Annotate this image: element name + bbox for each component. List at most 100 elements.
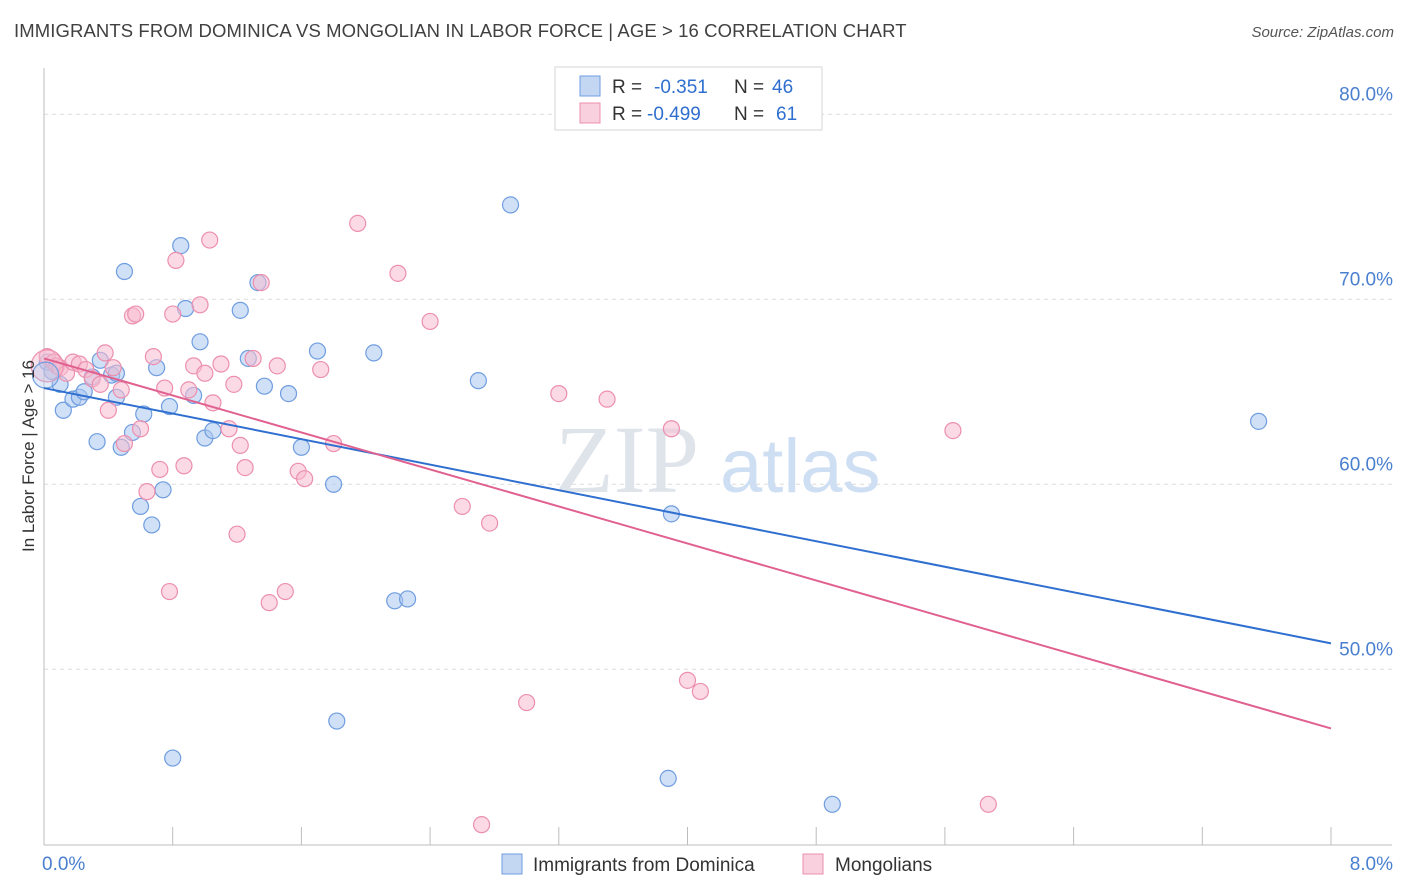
dominica-point bbox=[172, 237, 190, 255]
dominica-point bbox=[191, 333, 209, 351]
mongolian-point bbox=[268, 357, 286, 375]
mongolian-point bbox=[115, 434, 134, 453]
mongolian-point bbox=[228, 525, 246, 543]
mongolian-point bbox=[164, 305, 182, 323]
mongolian-point bbox=[598, 390, 616, 408]
mongolian-point bbox=[212, 355, 230, 373]
y-tick-label: 80.0% bbox=[1339, 84, 1393, 105]
mongolian-point bbox=[160, 582, 179, 601]
mongolian-point bbox=[131, 420, 150, 438]
chart-title: IMMIGRANTS FROM DOMINICA VS MONGOLIAN IN… bbox=[14, 20, 907, 41]
mongolian-point bbox=[167, 251, 185, 269]
dominica-point bbox=[1250, 412, 1268, 430]
dominica-point bbox=[365, 344, 383, 362]
mongolian-point bbox=[244, 349, 262, 368]
mongolian-point bbox=[472, 816, 491, 834]
watermark-atlas: atlas bbox=[720, 424, 881, 509]
tick-labels: 50.0% 60.0% 70.0% 80.0% 0.0% 8.0% bbox=[42, 84, 1393, 875]
mongolian-point bbox=[104, 359, 122, 377]
mongolian-point bbox=[201, 231, 219, 249]
mongolian-point bbox=[691, 682, 709, 701]
dominica-point bbox=[154, 481, 172, 499]
dominica-point bbox=[324, 475, 343, 493]
points-layer bbox=[30, 196, 1268, 834]
mongolian-point bbox=[191, 296, 209, 314]
mongolian-point bbox=[312, 360, 330, 379]
series-legend: Immigrants from Dominica Mongolians bbox=[501, 853, 932, 876]
legend-n-value-1: 46 bbox=[772, 77, 793, 98]
dominica-point bbox=[88, 433, 106, 451]
mongolian-point bbox=[678, 671, 697, 689]
y-tick-label: 70.0% bbox=[1339, 269, 1393, 290]
dominica-point bbox=[292, 438, 310, 456]
mongolian-point bbox=[91, 375, 109, 393]
dominica-point bbox=[115, 262, 134, 281]
watermark-zip: ZIP bbox=[555, 406, 699, 513]
mongolian-point bbox=[979, 795, 997, 813]
source-label: Source: ZipAtlas.com bbox=[1251, 24, 1394, 41]
mongolian-point bbox=[180, 381, 198, 399]
trend-layer bbox=[43, 357, 1332, 730]
dominica-point bbox=[54, 401, 72, 419]
x-tick-label: 8.0% bbox=[1350, 854, 1393, 875]
axes bbox=[43, 68, 1392, 846]
dominica-point bbox=[204, 422, 222, 440]
mongolian-point bbox=[252, 274, 270, 292]
dominica-point bbox=[143, 516, 161, 534]
legend-r-value-2: -0.499 bbox=[647, 104, 701, 125]
dominica-point bbox=[823, 795, 841, 813]
watermark: ZIP atlas bbox=[555, 406, 881, 513]
mongolian-point bbox=[260, 594, 278, 612]
series-legend-label-2: Mongolians bbox=[835, 855, 932, 876]
legend-r-value-1: -0.351 bbox=[654, 77, 708, 98]
mongolian-point bbox=[276, 582, 294, 601]
dominica-point bbox=[469, 372, 487, 390]
legend-r-label-1: R = bbox=[612, 77, 642, 98]
mongolian-point bbox=[453, 497, 471, 516]
mongolian-point bbox=[138, 483, 156, 501]
series-legend-swatch-pink bbox=[802, 853, 824, 875]
mongolian-point bbox=[127, 305, 145, 323]
legend-swatch-blue bbox=[579, 75, 601, 97]
dominica-point bbox=[164, 749, 182, 767]
dominica-point bbox=[160, 397, 179, 416]
dominica-point bbox=[231, 301, 249, 319]
legend-r-label-2: R = bbox=[612, 104, 642, 125]
dominica-point bbox=[279, 385, 298, 403]
mongolian-point bbox=[662, 420, 681, 438]
mongolian-point bbox=[481, 514, 499, 532]
mongolian-point bbox=[225, 375, 243, 393]
mongolian-point bbox=[944, 422, 962, 440]
mongolian-point bbox=[30, 349, 64, 383]
mongolian-point bbox=[151, 460, 169, 479]
dominica-point bbox=[398, 590, 417, 608]
legend-n-label-2: N = bbox=[734, 104, 764, 125]
legend-n-label-1: N = bbox=[734, 77, 764, 98]
mongolian-point bbox=[421, 312, 439, 331]
dominica-trend-line bbox=[43, 387, 1332, 645]
dominica-point bbox=[131, 497, 150, 516]
x-tick-label: 0.0% bbox=[42, 854, 85, 875]
y-axis-title: In Labor Force | Age > 16 bbox=[19, 360, 38, 552]
mongolian-point bbox=[349, 214, 367, 232]
dominica-point bbox=[328, 712, 346, 730]
mongolian-point bbox=[175, 457, 193, 475]
mongolian-point bbox=[96, 344, 114, 362]
dominica-point bbox=[308, 342, 327, 360]
mongolian-point bbox=[518, 693, 536, 712]
legend-swatch-pink bbox=[579, 102, 601, 124]
dominica-point bbox=[659, 769, 677, 788]
series-legend-label-1: Immigrants from Dominica bbox=[533, 855, 755, 876]
mongolian-point bbox=[231, 436, 249, 454]
legend-n-value-2: 61 bbox=[776, 104, 797, 125]
mongolian-point bbox=[196, 364, 214, 382]
mongolian-trend-line bbox=[43, 357, 1332, 730]
mongolian-point bbox=[296, 470, 314, 488]
mongolian-point bbox=[112, 381, 130, 399]
dominica-point bbox=[501, 196, 520, 214]
dominica-point bbox=[255, 377, 273, 395]
series-legend-swatch-blue bbox=[501, 853, 523, 875]
mongolian-point bbox=[144, 348, 162, 366]
mongolian-point bbox=[236, 459, 254, 477]
